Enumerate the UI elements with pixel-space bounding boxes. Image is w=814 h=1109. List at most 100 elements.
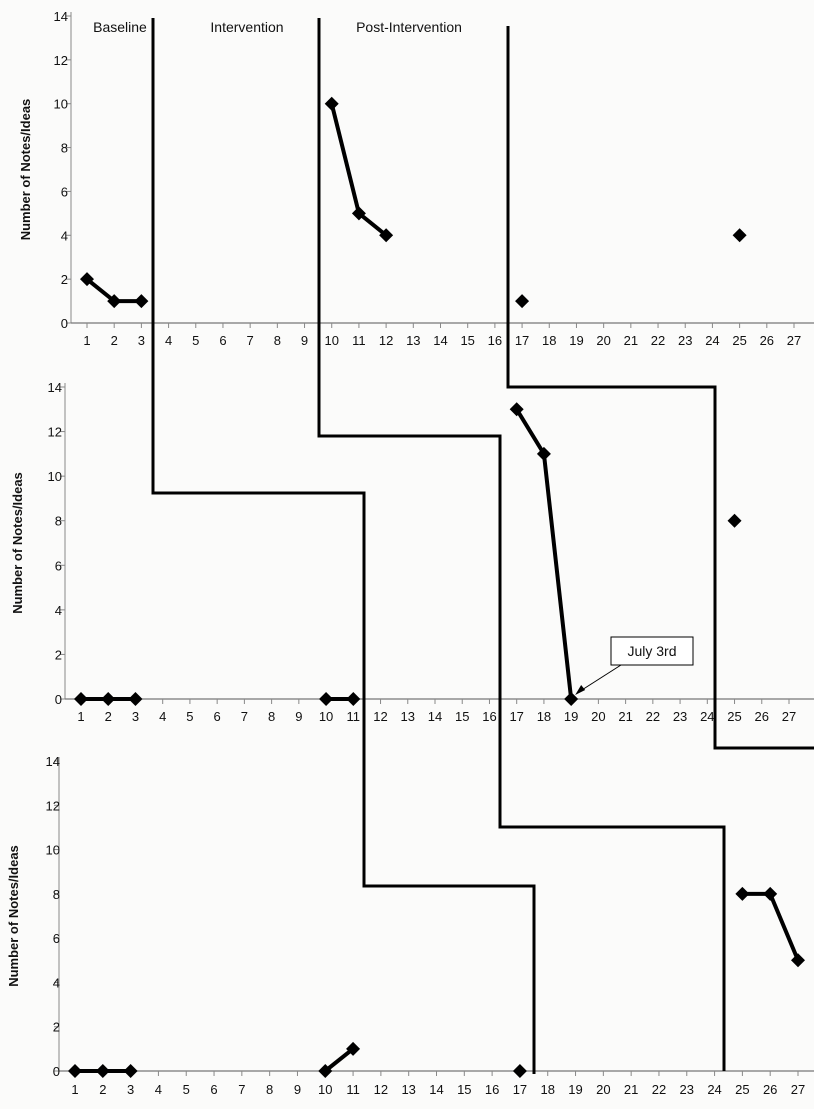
x-tick-label: 18 — [540, 1082, 554, 1097]
phase-label: Baseline — [93, 19, 147, 35]
y-tick-label: 2 — [55, 647, 62, 662]
x-tick-label: 6 — [214, 709, 221, 724]
annotation-arrowhead — [575, 685, 586, 695]
x-tick-label: 9 — [301, 333, 308, 348]
x-tick-label: 22 — [652, 1082, 666, 1097]
x-tick-label: 21 — [624, 1082, 638, 1097]
data-point — [351, 206, 366, 221]
data-point — [346, 692, 361, 706]
x-tick-label: 22 — [651, 333, 665, 348]
x-tick-label: 13 — [401, 1082, 415, 1097]
annotation-box — [610, 636, 694, 666]
x-tick-label: 10 — [324, 333, 338, 348]
y-tick-label: 4 — [61, 228, 68, 243]
data-point — [101, 692, 116, 706]
x-tick-label: 25 — [727, 709, 741, 724]
phase-change-line — [317, 18, 726, 1071]
y-tick-label: 0 — [53, 1064, 60, 1079]
x-tick-label: 17 — [513, 1082, 527, 1097]
phase-label: Post-Intervention — [356, 19, 462, 35]
x-tick-label: 19 — [569, 333, 583, 348]
x-tick-label: 10 — [318, 1082, 332, 1097]
x-tick-label: 2 — [105, 709, 112, 724]
x-tick-label: 6 — [219, 333, 226, 348]
x-tick-label: 15 — [460, 333, 474, 348]
y-tick-label: 12 — [46, 798, 60, 813]
x-tick-label: 4 — [165, 333, 172, 348]
x-tick-label: 1 — [83, 333, 90, 348]
x-tick-label: 5 — [186, 709, 193, 724]
x-tick-label: 27 — [791, 1082, 805, 1097]
x-tick-label: 11 — [346, 1082, 360, 1097]
x-tick-label: 6 — [210, 1082, 217, 1097]
x-tick-label: 13 — [401, 709, 415, 724]
x-tick-label: 14 — [429, 1082, 443, 1097]
x-tick-label: 1 — [71, 1082, 78, 1097]
x-tick-label: 17 — [509, 709, 523, 724]
data-point — [564, 692, 579, 706]
x-tick-label: 24 — [707, 1082, 721, 1097]
x-tick-label: 7 — [238, 1082, 245, 1097]
x-tick-label: 8 — [274, 333, 281, 348]
y-tick-label: 10 — [54, 97, 68, 112]
data-point — [735, 886, 750, 901]
phase-change-line — [506, 26, 814, 750]
x-tick-label: 21 — [624, 333, 638, 348]
y-axis-label: Number of Notes/Ideas — [6, 845, 21, 987]
x-tick-label: 19 — [564, 709, 578, 724]
x-tick-label: 3 — [138, 333, 145, 348]
y-tick-label: 12 — [54, 53, 68, 68]
y-tick-label: 8 — [55, 514, 62, 529]
y-tick-label: 8 — [53, 887, 60, 902]
y-tick-label: 8 — [61, 141, 68, 156]
y-tick-label: 4 — [55, 603, 62, 618]
x-tick-label: 23 — [673, 709, 687, 724]
x-tick-label: 27 — [787, 333, 801, 348]
x-tick-label: 11 — [347, 709, 361, 724]
x-tick-label: 3 — [127, 1082, 134, 1097]
x-tick-label: 17 — [515, 333, 529, 348]
data-point — [763, 886, 778, 901]
y-tick-label: 6 — [55, 558, 62, 573]
data-point — [80, 272, 94, 287]
x-tick-label: 21 — [618, 709, 632, 724]
data-point — [74, 692, 88, 706]
phase-label: Intervention — [210, 19, 283, 35]
x-tick-label: 12 — [374, 1082, 388, 1097]
x-tick-label: 20 — [591, 709, 605, 724]
x-tick-label: 23 — [680, 1082, 694, 1097]
x-tick-label: 25 — [735, 1082, 749, 1097]
x-tick-label: 18 — [542, 333, 556, 348]
x-tick-label: 19 — [568, 1082, 582, 1097]
x-tick-label: 26 — [763, 1082, 777, 1097]
x-tick-label: 18 — [537, 709, 551, 724]
data-point — [123, 1064, 138, 1078]
y-tick-label: 4 — [53, 975, 60, 990]
y-axis-label: Number of Notes/Ideas — [10, 472, 25, 614]
x-tick-label: 12 — [373, 709, 387, 724]
x-tick-label: 4 — [155, 1082, 162, 1097]
y-tick-label: 2 — [61, 272, 68, 287]
x-tick-label: 14 — [428, 709, 442, 724]
x-tick-label: 14 — [433, 333, 447, 348]
data-point — [128, 692, 143, 706]
phase-change-line — [151, 18, 536, 1074]
data-point — [319, 692, 334, 706]
series-line — [324, 1047, 355, 1073]
data-point — [324, 96, 339, 111]
x-tick-label: 7 — [241, 709, 248, 724]
x-tick-label: 9 — [295, 709, 302, 724]
x-tick-label: 4 — [159, 709, 166, 724]
x-tick-label: 27 — [782, 709, 796, 724]
x-tick-label: 26 — [760, 333, 774, 348]
y-tick-label: 14 — [46, 754, 60, 769]
x-tick-label: 11 — [352, 333, 366, 348]
x-tick-label: 5 — [192, 333, 199, 348]
x-tick-label: 5 — [183, 1082, 190, 1097]
y-tick-label: 0 — [55, 692, 62, 707]
x-tick-label: 3 — [132, 709, 139, 724]
data-point — [732, 228, 747, 243]
data-point — [346, 1041, 361, 1056]
